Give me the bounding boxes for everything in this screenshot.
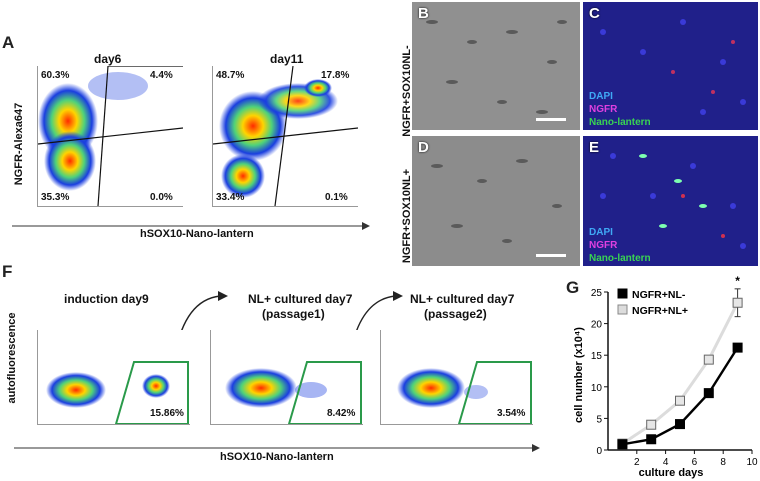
chart-y-axis-label: cell number (x10⁴) [573,327,585,423]
flow-plot-passage1: 8.42% [210,330,363,425]
chart-x-tick-label: 8 [720,457,726,468]
micrograph-b: B [412,2,580,130]
chart-point-series-1 [732,342,743,353]
panel-a-label: A [2,33,15,52]
chart-y-tick-label: 25 [591,288,603,299]
chart-point-series-1 [646,434,657,445]
flow-plot-passage2-density [397,361,532,424]
panel-f-plot2-subtitle: (passage1) [262,307,325,321]
passage1-gate-pct: 8.42% [327,408,356,419]
legend-c-ngfr: NGFR [589,104,618,115]
day11-q-bottom-right: 0.1% [325,192,348,203]
chart-y-tick-label: 20 [591,320,603,331]
legend-e-nanolantern: Nano-lantern [589,253,651,264]
chart-y-tick-label: 15 [591,351,603,362]
day6-q-top-left: 60.3% [41,70,70,81]
panel-f-plot3-title: NL+ cultured day7 [410,292,515,306]
panel-a-x-axis-label: hSOX10-Nano-lantern [140,228,254,240]
micrograph-d-texture [412,136,580,266]
panel-f-y-axis-label: autofluorescence [6,312,18,404]
legend-c-nanolantern: Nano-lantern [589,117,651,128]
induction-day9-gate-pct: 15.86% [150,408,184,419]
chart-x-tick-label: 2 [634,457,640,468]
chart-point-series-1 [675,419,685,430]
chart-legend-marker-2 [617,304,628,315]
flow-plot-day11-density [213,66,358,206]
micrograph-b-texture [412,2,580,130]
chart-legend-marker-1 [617,288,628,299]
legend-e-ngfr: NGFR [589,240,618,251]
chart-x-tick-label: 4 [663,457,669,468]
panel-f-plot2-title: NL+ cultured day7 [248,292,353,306]
chart-y-tick-label: 10 [591,383,603,394]
day11-q-top-right: 17.8% [321,70,350,81]
growth-curve-chart: cell number (x10⁴) culture days 0 5 10 15 20… [573,274,758,479]
panel-e-label: E [589,139,600,156]
panel-g-label: G [566,278,580,297]
panel-f-x-axis-arrow [14,444,540,452]
chart-annotation: * [735,274,740,288]
panel-d-label: D [418,139,429,156]
panel-f-plot1-title: induction day9 [64,292,149,306]
panel-a-plot1-title: day6 [94,52,122,66]
panel-a-y-axis-label: NGFR-Alexa647 [13,102,25,186]
legend-c-dapi: DAPI [589,91,613,102]
panel-f-x-axis-label: hSOX10-Nano-lantern [220,451,334,463]
flow-plot-induction-day9: 15.86% [37,330,190,425]
day6-q-bottom-right: 0.0% [150,192,173,203]
chart-x-tick-label: 6 [692,457,698,468]
chart-legend-label-1: NGFR+NL- [632,289,686,301]
panel-b-label: B [418,5,429,22]
flow-plot-day11: 48.7% 17.8% 33.4% 0.1% [212,66,358,207]
flow-plot-passage1-density [225,361,362,424]
panel-c-label: C [589,5,600,22]
chart-x-tick-label: 10 [746,457,758,468]
micrograph-d: D [412,136,580,266]
day11-q-bottom-left: 33.4% [216,192,245,203]
chart-x-axis-label: culture days [639,467,704,479]
chart-legend-label-2: NGFR+NL+ [632,305,688,317]
flow-plot-induction-day9-density [46,361,189,424]
scale-bar-d [536,254,566,257]
day6-q-bottom-left: 35.3% [41,192,70,203]
micrograph-c-texture [583,2,758,130]
passage2-gate-pct: 3.54% [497,408,526,419]
day6-q-top-right: 4.4% [150,70,173,81]
micrograph-e: E DAPI NGFR Nano-lantern [583,136,758,266]
chart-point-series-2 [675,395,685,406]
panel-a-plot2-title: day11 [270,52,304,66]
panel-f-plot3-subtitle: (passage2) [424,307,487,321]
panel-f-label: F [2,262,13,281]
panel-a-x-axis-arrow [12,222,370,230]
flow-plot-passage2: 3.54% [380,330,533,425]
chart-point-series-2 [646,419,657,430]
day11-q-top-left: 48.7% [216,70,245,81]
chart-point-series-1 [617,439,628,450]
chart-y-tick-label: 0 [596,446,602,457]
micrograph-c: C DAPI NGFR Nano-lantern [583,2,758,130]
chart-point-series-1 [703,388,714,399]
flow-plot-day6-density [38,66,183,206]
scale-bar-b [536,118,566,121]
chart-y-tick-label: 5 [596,414,602,425]
legend-e-dapi: DAPI [589,227,613,238]
chart-point-series-2 [703,354,714,365]
micrograph-e-texture [583,136,758,266]
flow-plot-day6: 60.3% 4.4% 35.3% 0.0% [37,66,183,207]
chart-point-series-2 [732,297,743,308]
